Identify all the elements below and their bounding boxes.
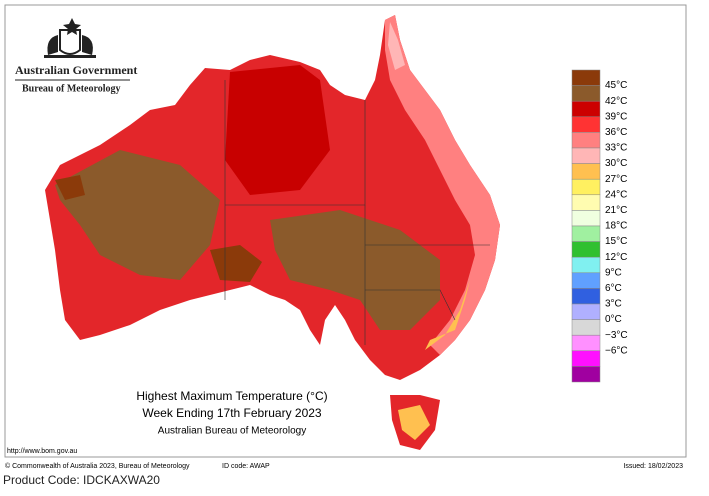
legend-label: 18°C bbox=[605, 221, 627, 232]
legend-swatch bbox=[571, 366, 601, 383]
legend-label: 24°C bbox=[605, 189, 627, 200]
legend-label: −3°C bbox=[605, 330, 628, 341]
map-source: Australian Bureau of Meteorology bbox=[158, 426, 306, 437]
legend-label: 9°C bbox=[605, 267, 622, 278]
legend-swatch bbox=[571, 319, 601, 336]
legend-swatch bbox=[571, 350, 601, 367]
crest bbox=[44, 18, 96, 58]
legend-label: 0°C bbox=[605, 314, 622, 325]
id-code: ID code: AWAP bbox=[222, 463, 270, 470]
legend-label: 12°C bbox=[605, 252, 627, 263]
url: http://www.bom.gov.au bbox=[7, 448, 77, 455]
legend-swatch bbox=[571, 210, 601, 227]
legend-label: −6°C bbox=[605, 345, 628, 356]
bureau: Bureau of Meteorology bbox=[22, 83, 121, 94]
legend-swatch bbox=[571, 132, 601, 149]
legend-swatch bbox=[571, 69, 601, 86]
legend: 45°C 42°C 39°C 36°C 33°C 30°C 27°C 24°C 21°C 18°C… bbox=[571, 69, 628, 383]
legend-label: 39°C bbox=[605, 111, 627, 122]
agency: Australian Government bbox=[15, 63, 137, 77]
legend-swatch bbox=[571, 178, 601, 196]
legend-swatch bbox=[571, 256, 601, 274]
legend-label: 36°C bbox=[605, 127, 627, 138]
legend-swatch bbox=[571, 85, 601, 102]
legend-swatch bbox=[571, 272, 601, 289]
legend-label: 45°C bbox=[605, 80, 627, 91]
legend-label: 30°C bbox=[605, 158, 627, 169]
legend-label: 27°C bbox=[605, 174, 627, 185]
product-code: Product Code: IDCKAXWA20 bbox=[3, 473, 160, 487]
legend-swatch bbox=[571, 225, 601, 242]
legend-swatch bbox=[571, 303, 601, 320]
issued: Issued: 18/02/2023 bbox=[623, 463, 683, 470]
map-title: Highest Maximum Temperature (°C) bbox=[136, 389, 327, 403]
legend-swatch bbox=[571, 116, 601, 133]
legend-label: 42°C bbox=[605, 96, 627, 107]
legend-swatch bbox=[571, 163, 601, 180]
legend-label: 15°C bbox=[605, 236, 627, 247]
legend-label: 33°C bbox=[605, 143, 627, 154]
legend-swatch bbox=[571, 288, 601, 305]
legend-label: 21°C bbox=[605, 205, 627, 216]
legend-swatch bbox=[571, 147, 601, 164]
copyright: © Commonwealth of Australia 2023, Bureau… bbox=[5, 462, 190, 470]
map-subtitle: Week Ending 17th February 2023 bbox=[142, 406, 322, 420]
legend-label: 3°C bbox=[605, 299, 622, 310]
map bbox=[45, 15, 500, 450]
legend-swatch bbox=[571, 241, 601, 258]
legend-swatch bbox=[571, 334, 601, 352]
legend-swatch bbox=[571, 194, 601, 211]
legend-swatch bbox=[571, 100, 601, 118]
legend-label: 6°C bbox=[605, 283, 622, 294]
